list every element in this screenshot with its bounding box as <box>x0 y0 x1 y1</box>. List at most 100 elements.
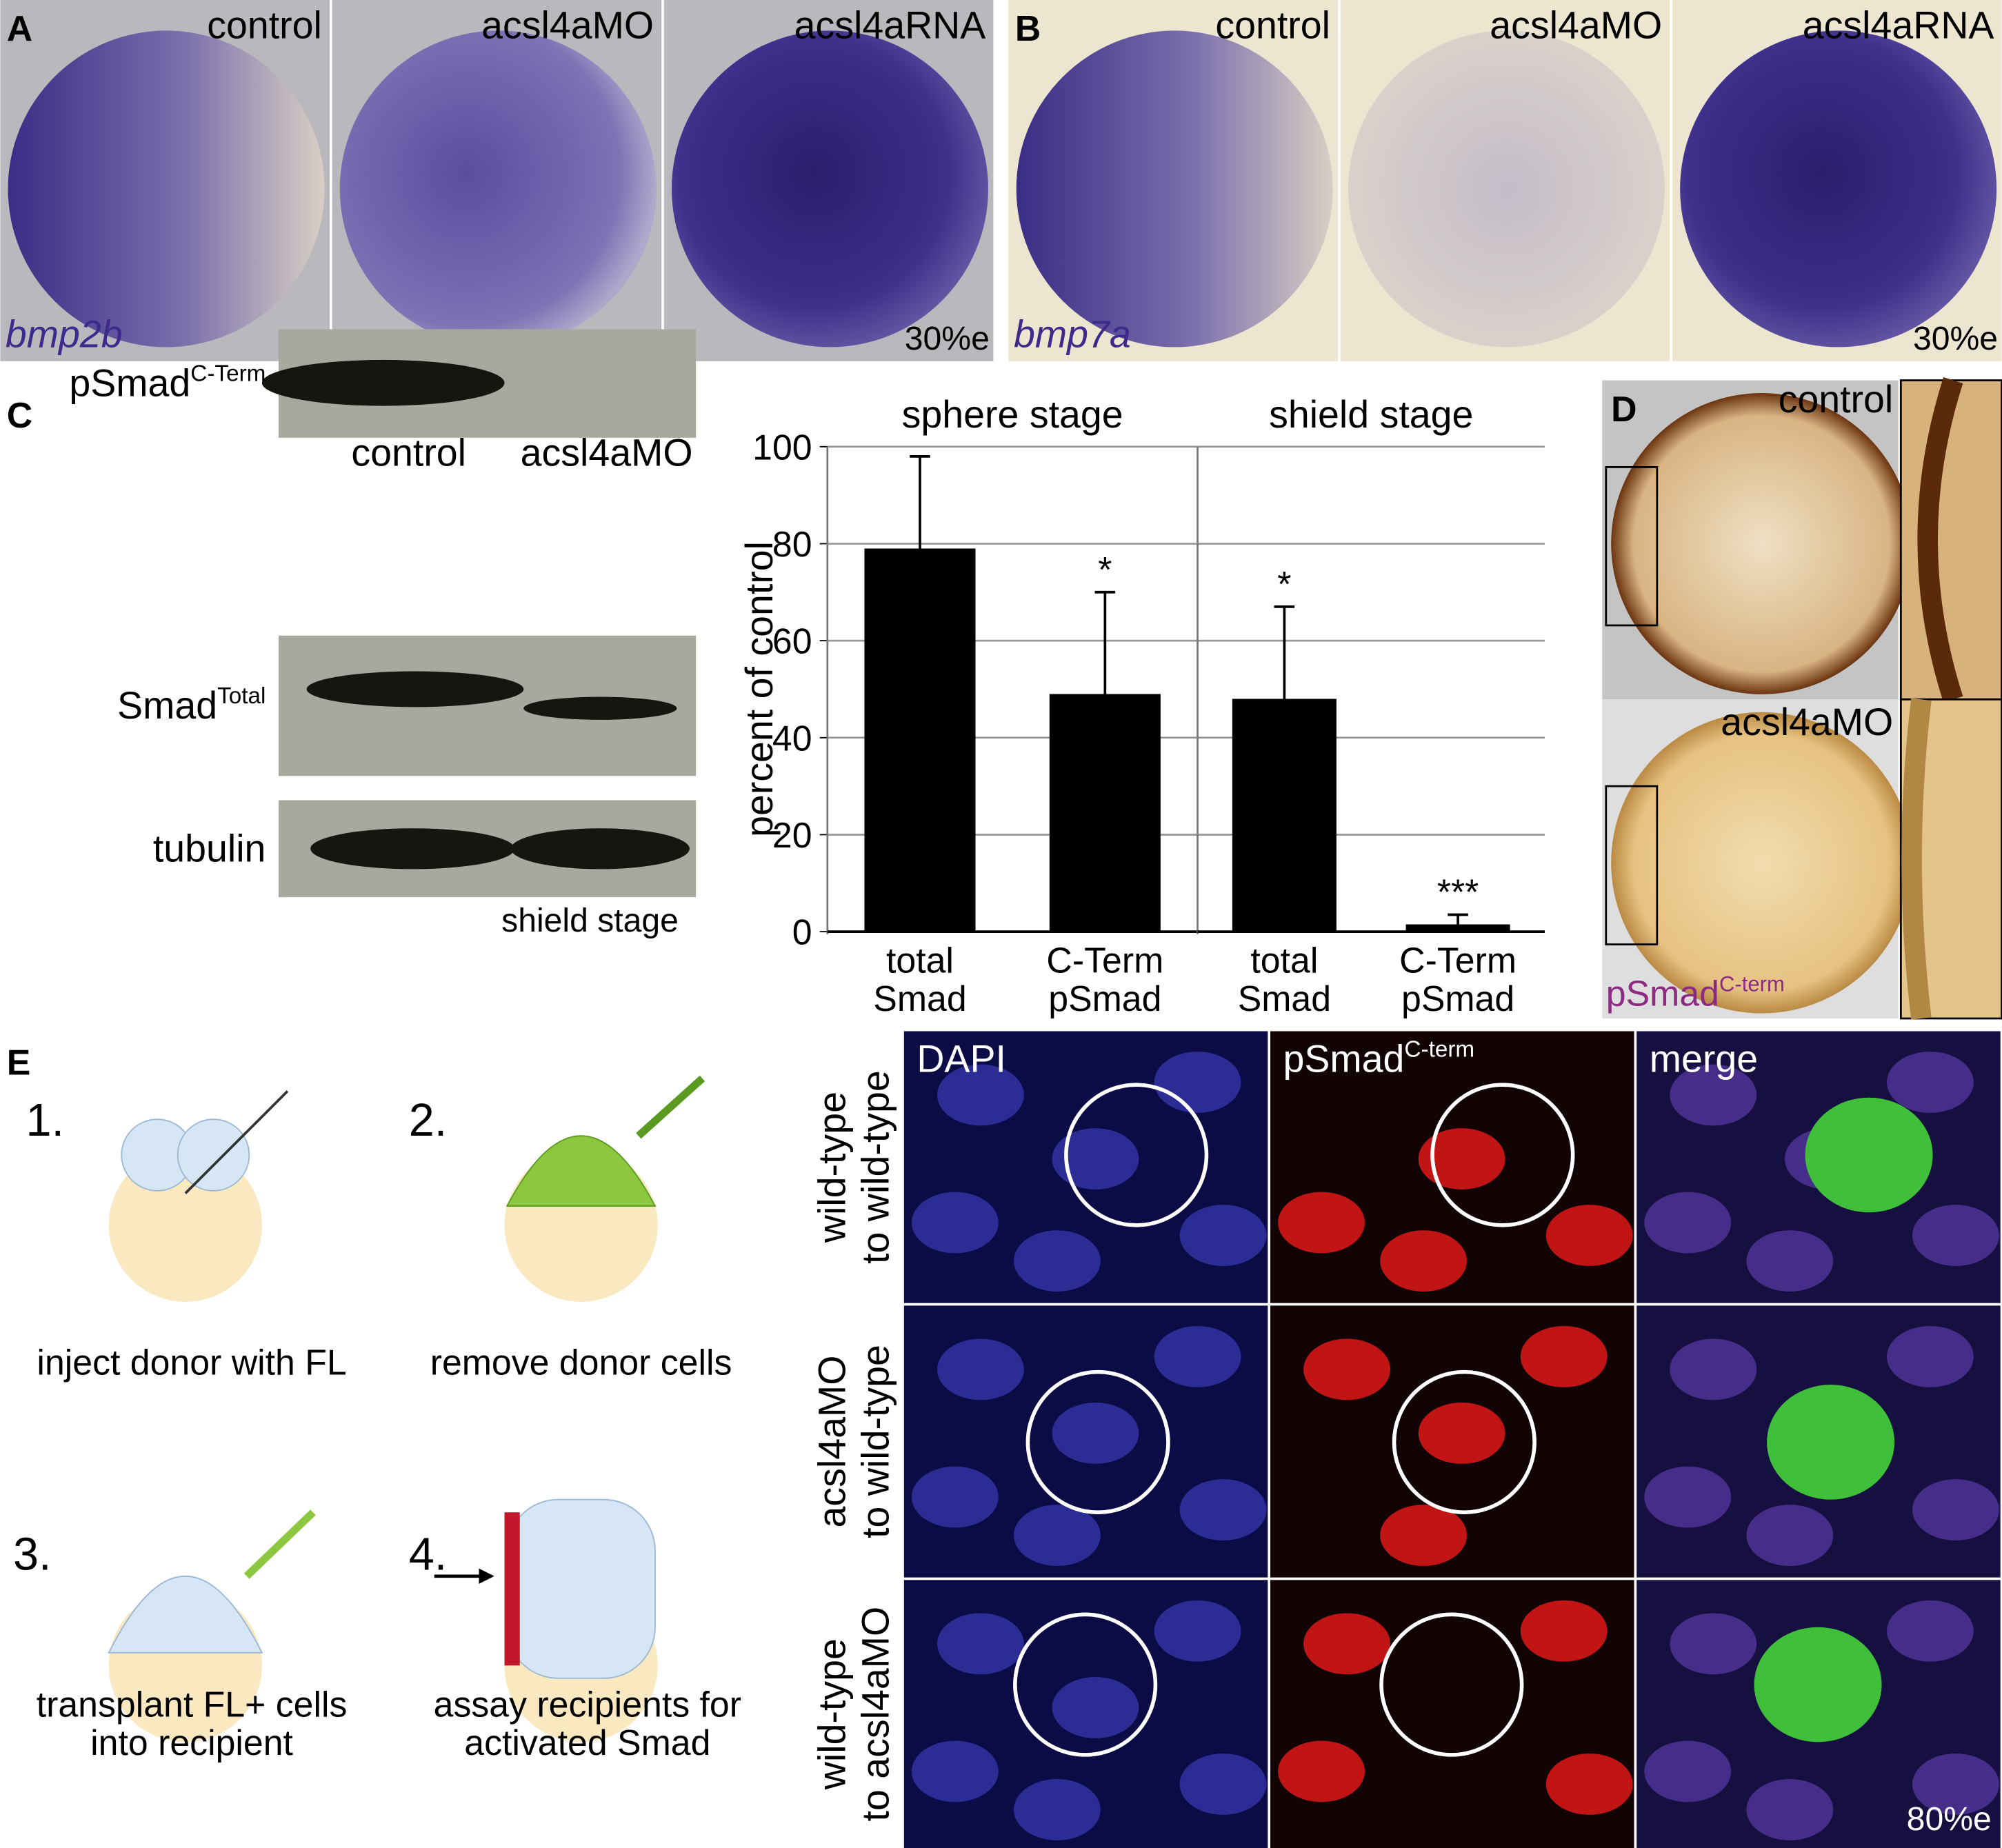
blot-row-label: SmadTotal <box>117 683 266 727</box>
column-label-main: pSmad <box>1283 1038 1405 1081</box>
embryo <box>671 30 988 348</box>
column-label-sup: C-term <box>1404 1036 1474 1062</box>
embryo <box>1611 712 1912 1014</box>
nucleus <box>1520 1326 1608 1387</box>
step-number: 2. <box>409 1095 448 1146</box>
inset-box <box>1605 466 1659 627</box>
column-label-main: merge <box>1650 1038 1758 1081</box>
nucleus <box>1545 1754 1633 1815</box>
step-caption: into recipient <box>90 1723 293 1762</box>
y-tick-label: 60 <box>772 621 812 661</box>
nucleus <box>1303 1338 1391 1400</box>
chart-title: sphere stage <box>902 393 1123 436</box>
nucleus <box>1746 1505 1834 1566</box>
chart-title: shield stage <box>1269 393 1473 436</box>
y-tick-label: 20 <box>772 815 812 855</box>
nucleus <box>1670 1338 1757 1400</box>
panel-label: E <box>7 1042 31 1082</box>
stain-label-sup: C-term <box>1719 972 1785 996</box>
y-tick-label: 80 <box>772 524 812 564</box>
x-tick-label: total Smad <box>1238 940 1331 1018</box>
embryo <box>1680 30 1997 348</box>
nucleus <box>911 1466 999 1528</box>
column-label-main: DAPI <box>917 1038 1006 1081</box>
stain-label: pSmadC-term <box>1606 972 1785 1014</box>
x-tick-line: C-Term <box>1399 940 1516 980</box>
nucleus <box>1179 1479 1267 1540</box>
row-label: to wild-type <box>854 1345 897 1538</box>
step-number: 4. <box>409 1529 448 1580</box>
gene-label: bmp2b <box>6 312 123 355</box>
step-caption: inject donor with FL <box>37 1342 346 1382</box>
y-tick-label: 40 <box>772 718 812 758</box>
column-label: acsl4aRNA <box>794 4 986 47</box>
nucleus <box>1644 1192 1732 1254</box>
column-label: acsl4aRNA <box>1803 4 1994 47</box>
recipient-cells <box>506 1498 656 1679</box>
nucleus <box>1380 1505 1468 1566</box>
nucleus <box>1746 1230 1834 1292</box>
nucleus <box>1303 1613 1391 1675</box>
x-tick-label: C-Term pSmad <box>1399 940 1516 1018</box>
column-label: acsl4aMO <box>1490 4 1662 47</box>
step-caption: activated Smad <box>464 1723 710 1762</box>
nucleus <box>1886 1326 1974 1387</box>
nucleus <box>1052 1128 1139 1189</box>
step-number: 3. <box>13 1529 52 1580</box>
nucleus <box>1154 1052 1241 1113</box>
cell-circle <box>1430 1083 1575 1227</box>
row-label: acsl4aMO <box>1721 701 1893 743</box>
x-tick-line: Smad <box>1238 978 1331 1018</box>
gene-label: bmp7a <box>1014 312 1131 355</box>
row-label: wild-type <box>811 1092 854 1243</box>
inset-edge <box>1917 377 1963 703</box>
blot-row-label-main: Smad <box>117 684 217 727</box>
nucleus <box>1418 1128 1505 1189</box>
nucleus <box>1670 1613 1757 1675</box>
blot-row-label: pSmadC-Term <box>69 361 266 404</box>
column-label: merge <box>1650 1038 1758 1081</box>
significance: * <box>1098 550 1112 590</box>
cell-circle <box>1025 1369 1170 1515</box>
nucleus <box>1520 1600 1608 1662</box>
nucleus <box>1179 1205 1267 1267</box>
bar <box>1049 694 1161 932</box>
blot-stage: shield stage <box>501 902 679 939</box>
column-label: control <box>207 4 322 47</box>
needle <box>636 1075 705 1139</box>
panel-label: B <box>1015 8 1041 48</box>
bar <box>1405 924 1510 932</box>
blot-band <box>261 359 505 406</box>
nucleus <box>1014 1779 1101 1840</box>
inset-box <box>1605 785 1659 946</box>
step-caption: transplant FL+ cells <box>37 1684 348 1724</box>
nucleus <box>1179 1754 1267 1815</box>
nucleus <box>1014 1505 1101 1566</box>
nucleus <box>937 1338 1024 1400</box>
column-label: DAPI <box>917 1038 1006 1081</box>
stage-label: 80%e <box>1907 1800 1992 1838</box>
blot-row-label-main: pSmad <box>69 362 190 405</box>
column-label: acsl4aMO <box>481 4 654 47</box>
y-tick-label: 100 <box>752 427 812 467</box>
nucleus <box>1912 1205 1999 1267</box>
nucleus <box>911 1192 999 1254</box>
y-axis-label: percent of control <box>738 541 781 837</box>
nucleus <box>1644 1740 1732 1802</box>
stage-label: 30%e <box>905 320 990 357</box>
nucleus <box>1644 1466 1732 1528</box>
embryo <box>8 30 325 348</box>
x-tick-label: C-Term pSmad <box>1046 940 1163 1018</box>
transplant-cell <box>1754 1627 1882 1742</box>
cell-circle <box>1392 1369 1536 1515</box>
bar <box>864 548 976 932</box>
x-tick-line: total <box>1250 940 1318 980</box>
embryo <box>1611 393 1912 694</box>
cell-circle <box>1379 1612 1524 1757</box>
blot-row-label-sup: Total <box>217 683 266 709</box>
x-tick-label: total Smad <box>873 940 966 1018</box>
nucleus <box>1545 1205 1633 1267</box>
blot-column: acsl4aMO <box>521 432 693 474</box>
x-tick-line: pSmad <box>1401 978 1514 1018</box>
